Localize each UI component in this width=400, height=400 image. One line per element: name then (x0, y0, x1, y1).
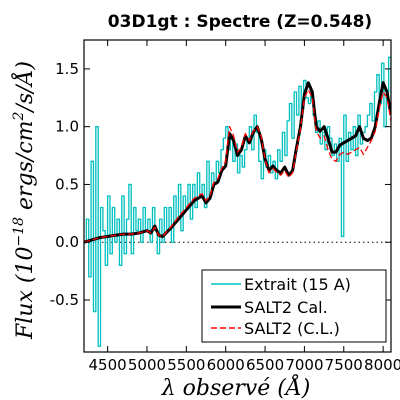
axes-layer (83, 39, 392, 353)
legend-label-salt2-cal: SALT2 Cal. (244, 298, 328, 317)
y-tick-label: 0.0 (55, 233, 79, 251)
y-label-prefix: Flux (10 (13, 247, 38, 340)
y-label-exponent: −18 (11, 217, 27, 247)
plot-frame (83, 39, 392, 353)
x-axis-label: λ observé (Å) (161, 373, 311, 400)
x-tick-label: 8000 (364, 356, 400, 374)
chart-title: 03D1gt : Spectre (Z=0.548) (108, 12, 372, 32)
x-tick-label: 5000 (128, 356, 166, 374)
y-tick-label: 0.5 (55, 175, 79, 193)
x-tick-label: 6500 (246, 356, 284, 374)
y-axis-label: Flux (10−18 ergs/cm2/s/Å) (10, 61, 38, 340)
y-label-units: ergs/cm (13, 121, 38, 218)
x-tick-label: 4500 (89, 356, 127, 374)
series-layer (84, 56, 391, 347)
x-tick-label: 7500 (325, 356, 363, 374)
svg-text:Flux (10−18 ergs/cm2/s/Å): Flux (10−18 ergs/cm2/s/Å) (10, 61, 38, 340)
x-tick-label: 5500 (167, 356, 205, 374)
y-tick-label: -0.5 (50, 291, 79, 309)
series-line-0 (84, 56, 391, 347)
ticks-layer: 4500 5000 5500 6000 6500 7000 7500 8000 -0.5 0.0 0… (50, 40, 400, 374)
x-tick-label: 7000 (285, 356, 323, 374)
y-tick-label: 1.0 (55, 118, 79, 136)
x-tick-label: 6000 (207, 356, 245, 374)
y-label-units-exp: 2 (11, 112, 27, 122)
legend-label-salt2-cl: SALT2 (C.L.) (244, 319, 340, 338)
y-label-suffix: /s/Å) (10, 61, 38, 114)
legend-label-extrait: Extrait (15 A) (244, 275, 351, 294)
legend: Extrait (15 A) SALT2 Cal. SALT2 (C.L.) (201, 269, 387, 343)
series-line-2 (84, 89, 391, 243)
y-tick-label: 1.5 (55, 60, 79, 78)
